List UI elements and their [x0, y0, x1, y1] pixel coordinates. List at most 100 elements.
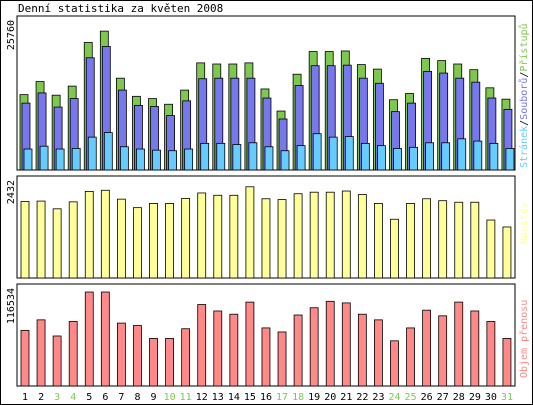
day-label: 6 [102, 392, 108, 403]
visits-bar [52, 208, 62, 279]
legend-separator: / [519, 120, 530, 126]
visits-bar [84, 191, 94, 279]
visits-bar [374, 203, 383, 279]
legend-kbytes: Objem přenosu [518, 300, 530, 378]
kbytes-bar [165, 338, 174, 387]
day-label: 27 [437, 392, 449, 403]
pages-bar [232, 144, 242, 171]
pages-bar [312, 133, 322, 171]
pages-bar [119, 146, 129, 171]
visits-bar [486, 219, 496, 279]
pages-bar [425, 142, 435, 171]
day-label: 23 [372, 392, 384, 403]
visits-bar [454, 201, 464, 279]
kbytes-bar [422, 309, 432, 387]
pages-bar [152, 149, 161, 171]
pages-bar [409, 146, 418, 171]
day-label: 10 [164, 392, 176, 403]
pages-bar [168, 150, 177, 171]
pages-bar [344, 136, 354, 171]
kbytes-bar [245, 301, 255, 387]
pages-bar [457, 138, 467, 171]
pages-bar [393, 148, 402, 171]
visits-bar [165, 203, 174, 279]
day-label: 17 [276, 392, 288, 403]
day-label: 19 [308, 392, 320, 403]
kbytes-bar [357, 313, 367, 387]
pages-bar [280, 150, 290, 171]
pages-bar [248, 142, 258, 171]
chart-title: Denní statistika za květen 2008 [18, 2, 224, 15]
kbytes-bar [277, 331, 287, 387]
visits-bar [36, 200, 46, 279]
visits-bar [68, 201, 78, 279]
visits-bar [149, 203, 158, 279]
legend-files: Souborů [518, 78, 530, 120]
day-label: 25 [405, 392, 417, 403]
pages-bar [328, 136, 338, 171]
pages-bar [184, 148, 194, 171]
kbytes-bar [390, 340, 399, 387]
kbytes-bar [84, 291, 94, 387]
visits-bar [325, 191, 335, 279]
day-label: 16 [260, 392, 272, 403]
day-label: 13 [212, 392, 224, 403]
day-label: 30 [485, 392, 497, 403]
pages-bar [505, 148, 515, 171]
kbytes-bar [197, 304, 207, 387]
day-label: 9 [151, 392, 157, 403]
visits-bar [133, 207, 142, 279]
visits-bar [213, 194, 223, 279]
day-label: 20 [324, 392, 336, 403]
kbytes-bar [52, 335, 62, 387]
visits-bar [502, 226, 512, 279]
visits-bar [245, 186, 255, 279]
day-label: 14 [228, 392, 240, 403]
kbytes-bar [406, 327, 415, 387]
pages-bar [87, 136, 97, 171]
day-label: 5 [86, 392, 92, 403]
kbytes-ymax-label: 116534 [6, 288, 17, 324]
pages-bar [39, 145, 49, 171]
kbytes-bar [133, 325, 142, 387]
day-label: 3 [54, 392, 60, 403]
kbytes-bar [486, 321, 496, 387]
kbytes-bar [116, 322, 126, 387]
day-label: 2 [38, 392, 44, 403]
day-label: 1 [22, 392, 28, 403]
day-label: 11 [180, 392, 192, 403]
pages-bar [216, 142, 226, 171]
pages-bar [473, 140, 483, 171]
pages-bar [23, 148, 33, 171]
kbytes-bar [68, 321, 78, 387]
visits-bar [309, 191, 319, 279]
legend-pages: Stránek [518, 126, 530, 168]
kbytes-bar [100, 291, 110, 387]
visits-bar [470, 201, 480, 279]
visits-bar [406, 203, 415, 279]
visits-bar [277, 199, 287, 279]
day-label: 22 [356, 392, 368, 403]
day-label: 29 [469, 392, 481, 403]
day-label: 28 [453, 392, 465, 403]
visits-bar [20, 201, 30, 279]
kbytes-bar [293, 314, 303, 387]
kbytes-bar [261, 327, 271, 387]
day-label: 21 [340, 392, 352, 403]
visits-bar [422, 198, 432, 279]
kbytes-bar [438, 315, 448, 387]
legend-separator: / [519, 72, 530, 78]
hits-ymax-label: 25760 [6, 20, 17, 50]
pages-bar [296, 145, 306, 171]
legend-visits: Návštěv [518, 202, 530, 244]
day-label: 15 [244, 392, 256, 403]
visits-bar [181, 197, 191, 279]
kbytes-bar [149, 338, 158, 387]
day-label: 7 [118, 392, 124, 403]
kbytes-bar [309, 307, 319, 387]
pages-bar [264, 146, 274, 171]
kbytes-bar [374, 319, 383, 387]
visits-bar [438, 200, 448, 279]
visits-bar [116, 198, 126, 279]
